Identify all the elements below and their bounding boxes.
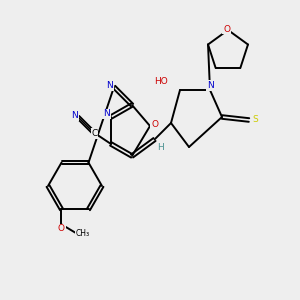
Text: N: N	[207, 81, 213, 90]
Text: N: N	[106, 81, 113, 90]
Text: N: N	[103, 110, 110, 118]
Text: CH₃: CH₃	[75, 229, 90, 238]
Text: N: N	[72, 111, 78, 120]
Text: H: H	[157, 142, 164, 152]
Text: O: O	[58, 224, 65, 233]
Text: HO: HO	[154, 76, 168, 85]
Text: S: S	[252, 116, 258, 124]
Text: O: O	[151, 120, 158, 129]
Text: C: C	[92, 129, 98, 138]
Text: O: O	[223, 25, 230, 34]
